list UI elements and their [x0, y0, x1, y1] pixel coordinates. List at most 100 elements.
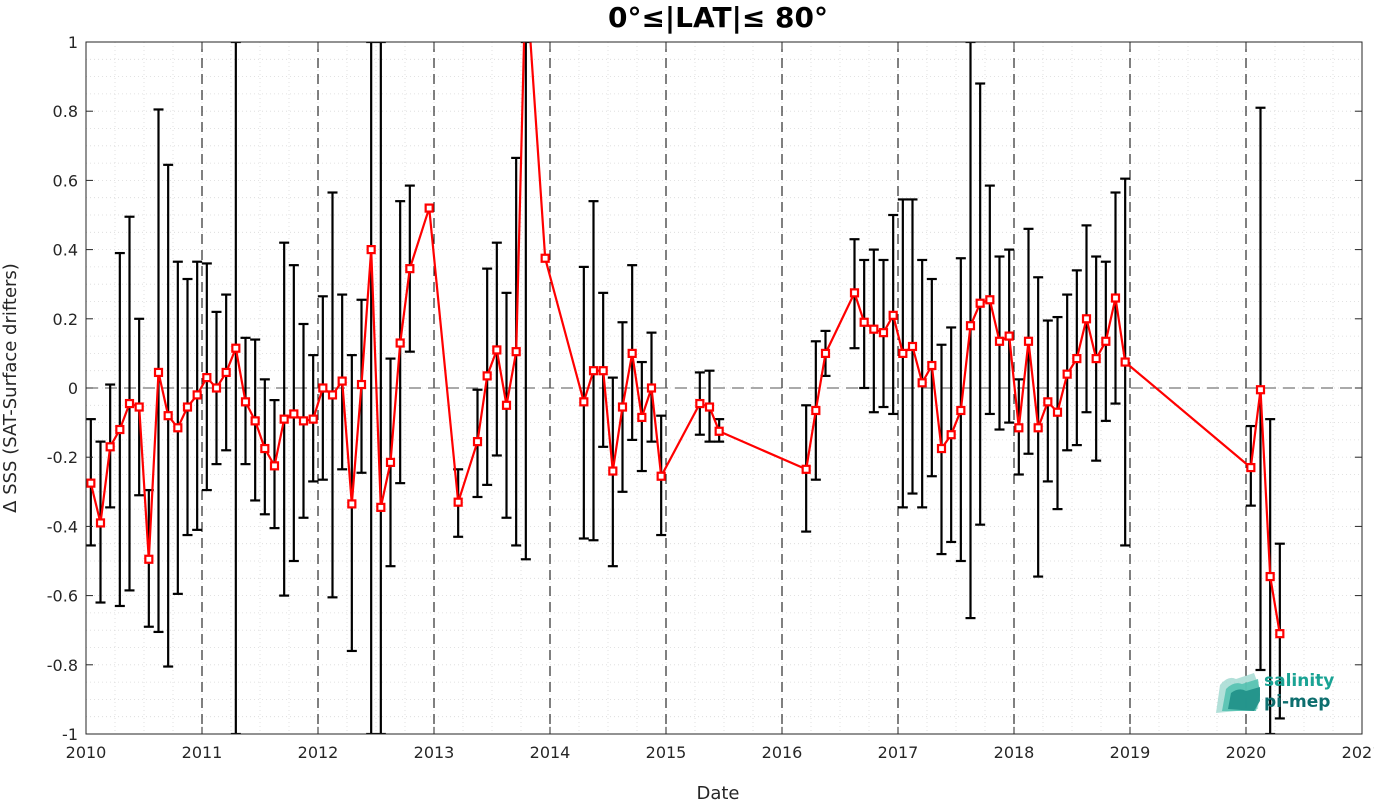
data-point-marker: [704, 402, 715, 412]
data-point-marker: [646, 383, 657, 393]
data-point-marker: [1091, 353, 1101, 364]
x-tick-label: 2016: [762, 743, 803, 762]
y-tick-label: 0: [68, 379, 78, 398]
x-axis-label: Date: [696, 783, 739, 801]
data-point-marker: [250, 416, 260, 426]
x-tick-label: 2017: [878, 743, 919, 762]
x-tick-label: 2011: [182, 743, 223, 762]
data-point-marker: [849, 288, 860, 298]
data-point-marker: [811, 405, 821, 416]
x-tick-label: 2010: [66, 743, 107, 762]
data-point-marker: [1265, 571, 1275, 582]
data-point-marker: [124, 398, 135, 409]
data-point-marker: [1275, 629, 1285, 639]
data-point-marker: [385, 457, 396, 467]
x-tick-label: 2021: [1342, 743, 1374, 762]
data-point-marker: [801, 464, 811, 474]
axis-ticks: 2010 2011 2012 2013 2014 2015 2016 2017 2018 2019…: [47, 33, 1374, 762]
data-point-marker: [598, 366, 608, 376]
x-tick-label: 2020: [1226, 743, 1267, 762]
data-point-marker: [695, 398, 705, 409]
data-point-marker: [202, 373, 212, 383]
data-point-marker: [221, 367, 231, 378]
y-tick-label: 0.6: [53, 171, 78, 190]
data-point-marker: [917, 378, 927, 388]
wave-logo-icon: [1216, 673, 1260, 713]
data-point-marker: [134, 402, 144, 412]
data-point-marker: [173, 423, 183, 433]
data-point-marker: [231, 343, 241, 353]
data-point-marker: [337, 376, 347, 386]
data-point-marker: [86, 478, 96, 488]
data-point-marker: [501, 400, 512, 410]
data-point-marker: [1110, 293, 1121, 303]
data-point-marker: [472, 437, 483, 447]
data-point-marker: [424, 203, 434, 213]
data-point-marker: [1043, 397, 1053, 407]
grid: [85, 41, 1363, 735]
data-point-marker: [115, 424, 125, 435]
logo-text-salinity: salinity: [1264, 671, 1334, 691]
data-point-marker: [1062, 369, 1072, 379]
y-tick-label: 0.4: [53, 241, 78, 260]
data-point-marker: [1023, 336, 1034, 346]
x-tick-label: 2019: [1110, 743, 1151, 762]
data-point-marker: [617, 402, 628, 412]
data-point-marker: [878, 328, 889, 338]
data-point-marker: [1052, 407, 1063, 417]
x-tick-label: 2012: [298, 743, 339, 762]
data-point-marker: [327, 390, 338, 400]
x-tick-label: 2013: [414, 743, 455, 762]
data-point-marker: [975, 298, 985, 308]
data-point-marker: [608, 466, 618, 476]
data-point-marker: [211, 383, 222, 393]
data-point-marker: [318, 383, 328, 393]
data-point-marker: [492, 345, 502, 355]
data-point-marker: [888, 310, 898, 320]
data-point-marker: [1255, 385, 1266, 395]
y-tick-label: 0.8: [53, 102, 78, 121]
data-point-marker: [820, 348, 831, 358]
y-tick-label: -0.6: [47, 587, 78, 606]
data-point-marker: [869, 324, 879, 334]
data-point-marker: [956, 405, 966, 416]
data-point-marker: [240, 397, 251, 407]
chart-title: 0°≤|LAT|≤ 80°: [608, 1, 828, 34]
data-point-marker: [308, 414, 318, 424]
y-tick-label: -0.2: [47, 448, 78, 467]
x-tick-label: 2018: [994, 743, 1035, 762]
data-series: [86, 42, 1285, 639]
data-point-marker: [105, 442, 115, 452]
y-tick-label: -0.8: [47, 656, 78, 675]
salinity-pi-mep-logo: salinity pi-mep: [1216, 671, 1334, 713]
data-point-marker: [936, 443, 947, 454]
y-tick-label: 1: [68, 33, 78, 52]
data-point-marker: [95, 518, 106, 528]
data-point-marker: [1081, 314, 1092, 324]
data-point-marker: [588, 366, 599, 376]
data-point-marker: [405, 264, 415, 274]
data-point-marker: [260, 443, 270, 454]
data-point-marker: [540, 253, 550, 263]
data-point-marker: [927, 360, 937, 371]
y-axis-label: Δ SSS (SAT-Surface drifters): [0, 263, 21, 513]
data-point-marker: [144, 554, 154, 564]
data-point-marker: [453, 497, 463, 507]
data-point-marker: [269, 461, 280, 471]
data-point-marker: [985, 295, 995, 305]
data-point-marker: [279, 414, 289, 424]
data-point-marker: [994, 336, 1005, 346]
data-point-marker: [153, 367, 164, 378]
data-point-marker: [714, 426, 724, 436]
data-point-marker: [1004, 331, 1014, 341]
data-point-marker: [1014, 423, 1024, 433]
data-point-marker: [356, 379, 367, 390]
data-point-marker: [192, 390, 202, 400]
data-point-marker: [898, 348, 908, 358]
data-point-marker: [1072, 353, 1082, 364]
data-point-marker: [163, 411, 173, 421]
data-point-marker: [907, 341, 918, 352]
data-point-marker: [182, 402, 193, 412]
data-point-marker: [376, 502, 386, 512]
